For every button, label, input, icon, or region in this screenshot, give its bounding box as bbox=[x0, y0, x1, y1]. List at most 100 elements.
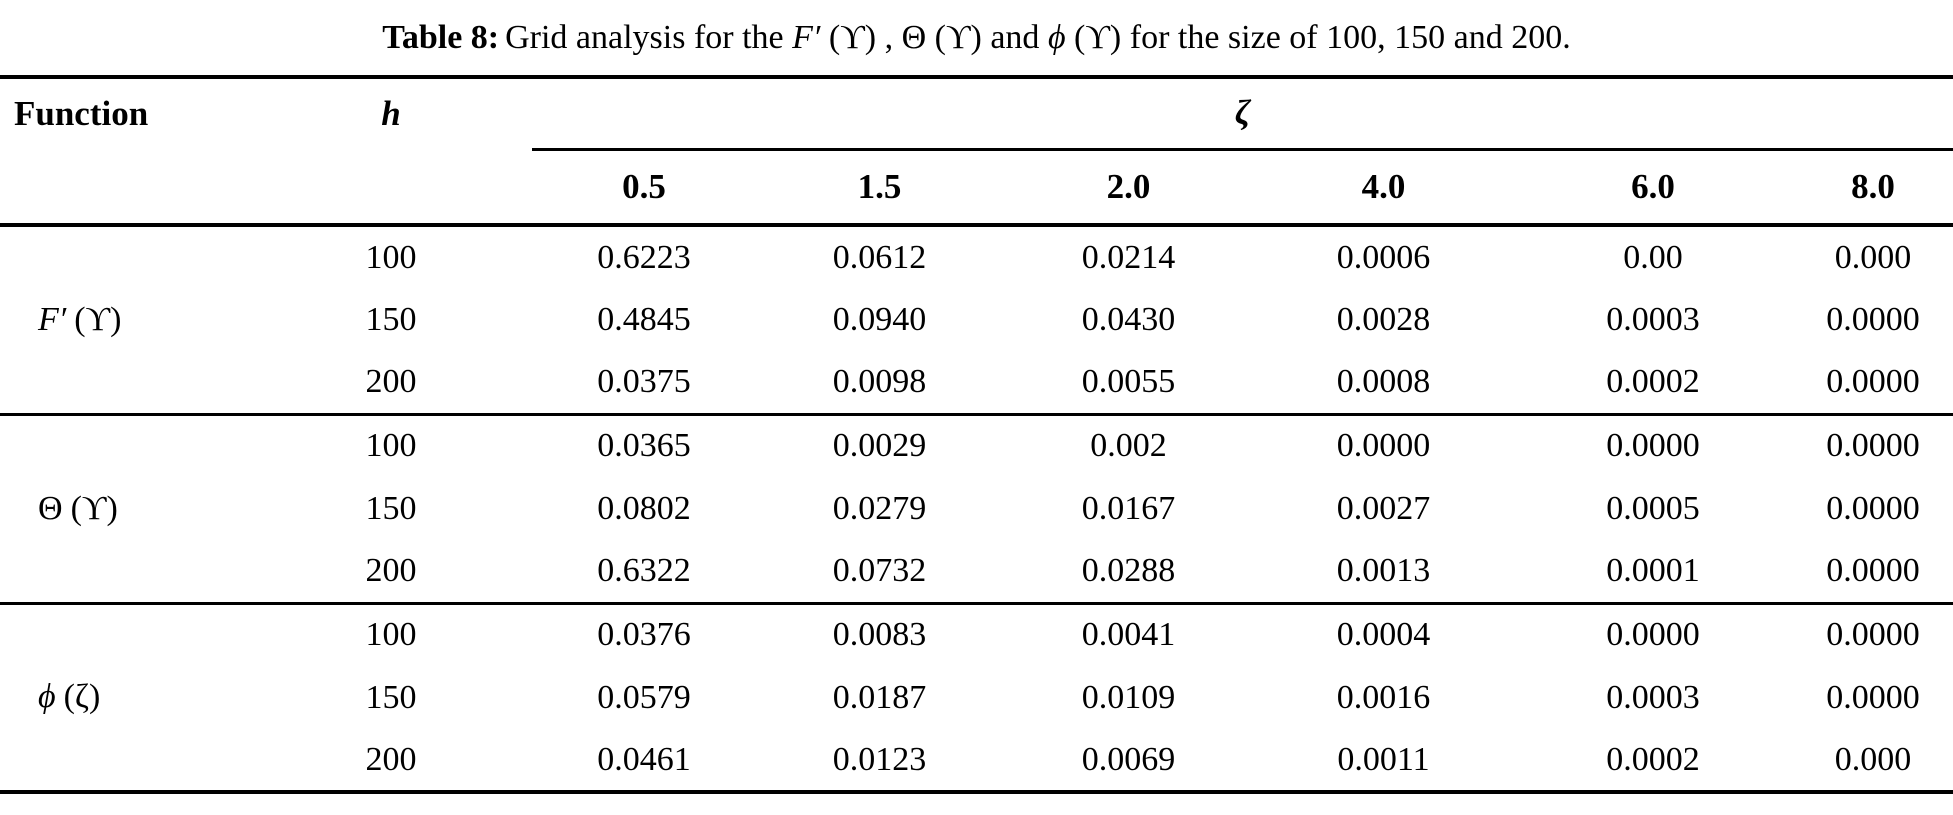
table-row: F′ (ϒ) 100 0.6223 0.0612 0.0214 0.0006 0.… bbox=[0, 225, 1953, 338]
data-cell: 0.00 bbox=[1623, 238, 1683, 276]
data-cell: 0.0083 bbox=[832, 616, 927, 654]
data-cell: 0.0123 bbox=[832, 740, 927, 778]
caption-part: Θ (ϒ) bbox=[901, 18, 982, 56]
table-row: 150 0.0579 0.0187 0.0109 0.0016 0.0003 0… bbox=[0, 666, 1953, 729]
caption-part: (ϒ) , bbox=[820, 18, 902, 56]
data-cell: 0.0055 bbox=[1081, 362, 1176, 400]
data-cell: 0.0461 bbox=[597, 740, 691, 778]
data-cell: 0.0006 bbox=[1336, 238, 1431, 276]
h-value-cell: 200 bbox=[365, 362, 417, 400]
data-cell: 0.0000 bbox=[1826, 427, 1920, 465]
table-row: Θ (ϒ) 100 0.0365 0.0029 0.002 0.0000 0.00… bbox=[0, 414, 1953, 526]
zeta-value-header: 4.0 bbox=[1361, 166, 1406, 206]
data-cell: 0.0029 bbox=[832, 427, 927, 465]
data-cell: 0.0579 bbox=[597, 678, 691, 716]
function-symbol: Θ bbox=[38, 489, 63, 527]
function-label: F′ (ϒ) bbox=[0, 225, 250, 414]
data-cell: 0.0375 bbox=[597, 362, 691, 400]
data-cell: 0.0005 bbox=[1606, 489, 1700, 527]
data-cell: 0.0109 bbox=[1081, 678, 1176, 716]
data-cell: 0.0000 bbox=[1336, 427, 1431, 465]
function-group-phi: ϕ (ζ) 100 0.0376 0.0083 0.0041 0.0004 0.0… bbox=[0, 603, 1953, 792]
h-value-cell: 150 bbox=[365, 300, 417, 338]
data-cell: 0.0000 bbox=[1826, 678, 1920, 716]
function-column-header: Function bbox=[14, 94, 149, 133]
data-cell: 0.0098 bbox=[832, 362, 927, 400]
data-cell: 0.0187 bbox=[832, 678, 927, 716]
data-cell: 0.6223 bbox=[597, 238, 691, 276]
data-cell: 0.002 bbox=[1090, 427, 1167, 465]
data-cell: 0.000 bbox=[1834, 238, 1912, 276]
function-symbol: ϕ bbox=[38, 678, 56, 716]
data-cell: 0.0000 bbox=[1826, 300, 1920, 338]
data-cell: 0.0002 bbox=[1606, 740, 1700, 778]
data-table: Function h ζ 0.5 1.5 2.0 4.0 6.0 8.0 F′(… bbox=[0, 75, 1953, 794]
h-value-cell: 200 bbox=[365, 740, 417, 778]
data-cell: 0.0000 bbox=[1826, 362, 1920, 400]
data-cell: 0.0041 bbox=[1081, 616, 1176, 654]
data-cell: 0.0004 bbox=[1336, 616, 1431, 654]
data-cell: 0.0069 bbox=[1081, 740, 1176, 778]
data-cell: 0.0011 bbox=[1337, 740, 1430, 778]
data-cell: 0.0027 bbox=[1336, 489, 1431, 527]
function-group-fprime: F′ (ϒ) 100 0.6223 0.0612 0.0214 0.0006 0.… bbox=[0, 225, 1953, 414]
data-cell: 0.0376 bbox=[597, 616, 691, 654]
caption-part: F′ bbox=[792, 18, 821, 56]
h-value-cell: 200 bbox=[365, 551, 417, 589]
data-cell: 0.0013 bbox=[1336, 551, 1431, 589]
table-row: 150 0.4845 0.0940 0.0430 0.0028 0.0003 0… bbox=[0, 288, 1953, 351]
zeta-column-header: ζ bbox=[532, 77, 1953, 151]
data-cell: 0.6322 bbox=[597, 551, 691, 589]
table-row: ϕ (ζ) 100 0.0376 0.0083 0.0041 0.0004 0.0… bbox=[0, 603, 1953, 715]
caption-part: ϕ bbox=[1047, 18, 1066, 56]
h-column-header: h bbox=[381, 94, 401, 133]
caption-part: for the size of 100, 150 and 200. bbox=[1129, 18, 1571, 56]
data-cell: 0.0000 bbox=[1606, 616, 1700, 654]
zeta-value-header: 2.0 bbox=[1106, 166, 1151, 206]
data-cell: 0.0001 bbox=[1606, 551, 1700, 589]
spacer-cell bbox=[250, 149, 532, 225]
data-cell: 0.0000 bbox=[1826, 489, 1920, 527]
data-cell: 0.0214 bbox=[1081, 238, 1176, 276]
function-argument: (ϒ) bbox=[70, 489, 118, 527]
function-symbol: F′ bbox=[38, 300, 67, 338]
data-cell: 0.0288 bbox=[1081, 551, 1176, 589]
function-group-theta: Θ (ϒ) 100 0.0365 0.0029 0.002 0.0000 0.00… bbox=[0, 414, 1953, 603]
function-label: ϕ (ζ) bbox=[0, 603, 250, 792]
function-label: Θ (ϒ) bbox=[0, 414, 250, 603]
h-value-cell: 100 bbox=[365, 238, 417, 276]
zeta-value-header: 0.5 bbox=[622, 166, 666, 206]
data-cell: 0.0003 bbox=[1606, 300, 1700, 338]
data-cell: 0.0000 bbox=[1826, 551, 1920, 589]
spacer-cell bbox=[0, 149, 250, 225]
table-header: Function h ζ 0.5 1.5 2.0 4.0 6.0 8.0 bbox=[0, 77, 1953, 225]
data-cell: 0.0430 bbox=[1081, 300, 1176, 338]
data-cell: 0.0732 bbox=[832, 551, 927, 589]
data-cell: 0.0802 bbox=[597, 489, 691, 527]
table-caption: Table 8: Grid analysis for the F′ (ϒ) , Θ… bbox=[0, 0, 1953, 75]
zeta-value-header: 8.0 bbox=[1851, 166, 1895, 206]
data-cell: 0.0008 bbox=[1336, 362, 1431, 400]
caption-label: Table 8: bbox=[382, 18, 500, 56]
caption-part: Grid analysis for the bbox=[505, 18, 793, 56]
data-cell: 0.0003 bbox=[1606, 678, 1700, 716]
data-cell: 0.0028 bbox=[1336, 300, 1431, 338]
data-cell: 0.000 bbox=[1834, 740, 1912, 778]
table-row: 200 0.6322 0.0732 0.0288 0.0013 0.0001 0… bbox=[0, 540, 1953, 603]
data-cell: 0.0000 bbox=[1606, 427, 1700, 465]
data-cell: 0.0002 bbox=[1606, 362, 1700, 400]
table-row: 200 0.0461 0.0123 0.0069 0.0011 0.0002 0… bbox=[0, 729, 1953, 792]
data-cell: 0.0940 bbox=[832, 300, 927, 338]
zeta-value-header: 1.5 bbox=[857, 166, 902, 206]
data-cell: 0.0279 bbox=[832, 489, 927, 527]
function-argument: (ζ) bbox=[63, 678, 101, 716]
h-value-cell: 100 bbox=[365, 427, 417, 465]
caption-part: and bbox=[981, 18, 1048, 56]
data-cell: 0.0016 bbox=[1336, 678, 1431, 716]
data-cell: 0.0365 bbox=[597, 427, 691, 465]
data-cell: 0.0612 bbox=[832, 238, 927, 276]
data-cell: 0.0000 bbox=[1826, 616, 1920, 654]
table-row: 150 0.0802 0.0279 0.0167 0.0027 0.0005 0… bbox=[0, 477, 1953, 540]
data-cell: 0.4845 bbox=[597, 300, 691, 338]
caption-part: (ϒ) bbox=[1065, 18, 1130, 56]
